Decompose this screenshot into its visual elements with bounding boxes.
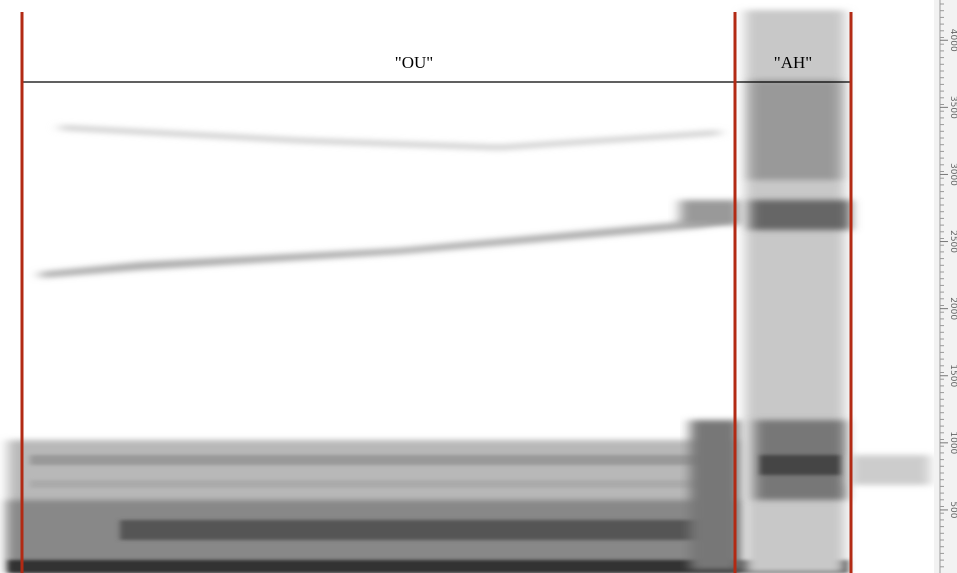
segment-label: "AH" [774,53,812,72]
y-tick-label: 1000 [948,431,957,454]
y-tick-label: 2000 [948,297,957,320]
y-tick-label: 1500 [948,364,957,387]
segment-label: "OU" [395,53,433,72]
y-tick-label: 500 [948,501,957,518]
y-tick-label: 4000 [948,29,957,52]
y-tick-label: 3500 [948,96,957,119]
frequency-axis-panel [934,0,957,573]
frequency-axis: 500 1000 1500 2000 2500 3000 3500 4000 [940,3,957,568]
y-tick-label: 3000 [948,163,957,186]
y-tick-label: 2500 [948,230,957,253]
spectrogram-energy [8,10,930,573]
